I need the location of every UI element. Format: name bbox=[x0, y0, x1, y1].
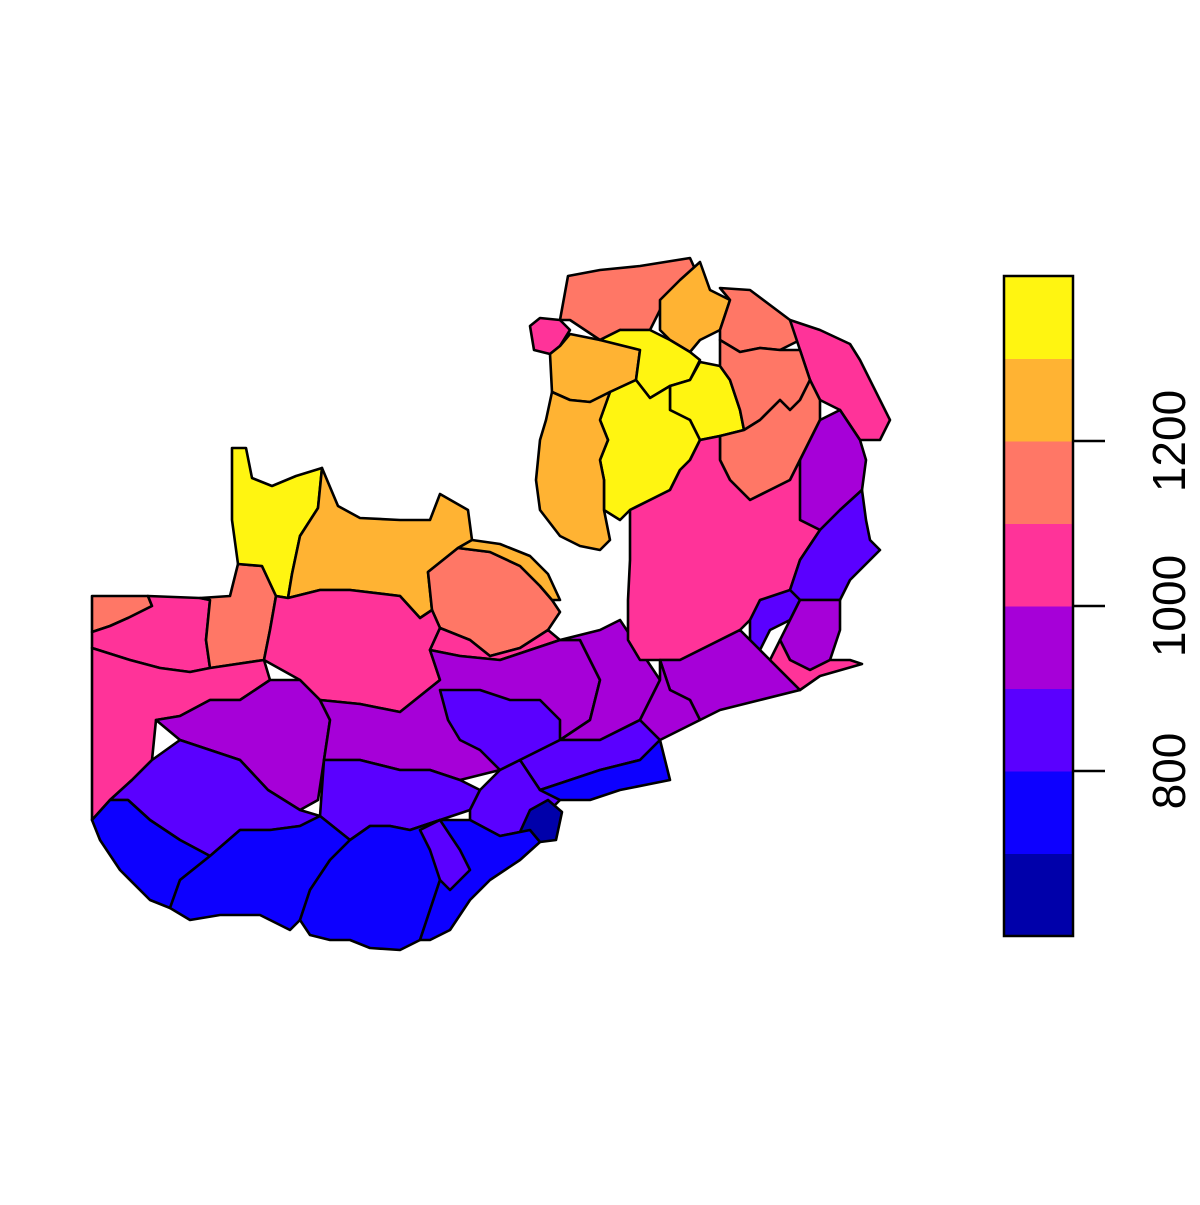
region-ne-orange-left bbox=[534, 390, 612, 552]
legend-bin-7 bbox=[1004, 276, 1073, 359]
choropleth-map bbox=[90, 256, 892, 952]
region-e-purple-3 bbox=[638, 658, 702, 742]
region-e-pink-small bbox=[768, 638, 864, 692]
legend-bin-0 bbox=[1004, 853, 1073, 937]
legend-bin-5 bbox=[1004, 441, 1073, 524]
legend-bin-3 bbox=[1004, 606, 1073, 689]
region-cn-orange-2 bbox=[456, 538, 562, 602]
region-ne-orange-tr bbox=[718, 286, 802, 354]
region-south-blue-5 bbox=[418, 818, 472, 892]
legend-tick-label: 1000 bbox=[1143, 555, 1195, 657]
legend-bin-1 bbox=[1004, 771, 1073, 854]
legend-tick-label: 1200 bbox=[1143, 390, 1195, 492]
region-east-blue bbox=[538, 738, 672, 802]
region-ne-blue-2 bbox=[748, 588, 802, 652]
region-south-blue-3 bbox=[298, 818, 452, 952]
legend-tick-label: 800 bbox=[1143, 733, 1195, 810]
legend-bin-4 bbox=[1004, 523, 1073, 607]
color-legend: 800 1000 1200 bbox=[1002, 274, 1195, 938]
legend-bin-6 bbox=[1004, 358, 1073, 442]
legend-bin-2 bbox=[1004, 688, 1073, 772]
